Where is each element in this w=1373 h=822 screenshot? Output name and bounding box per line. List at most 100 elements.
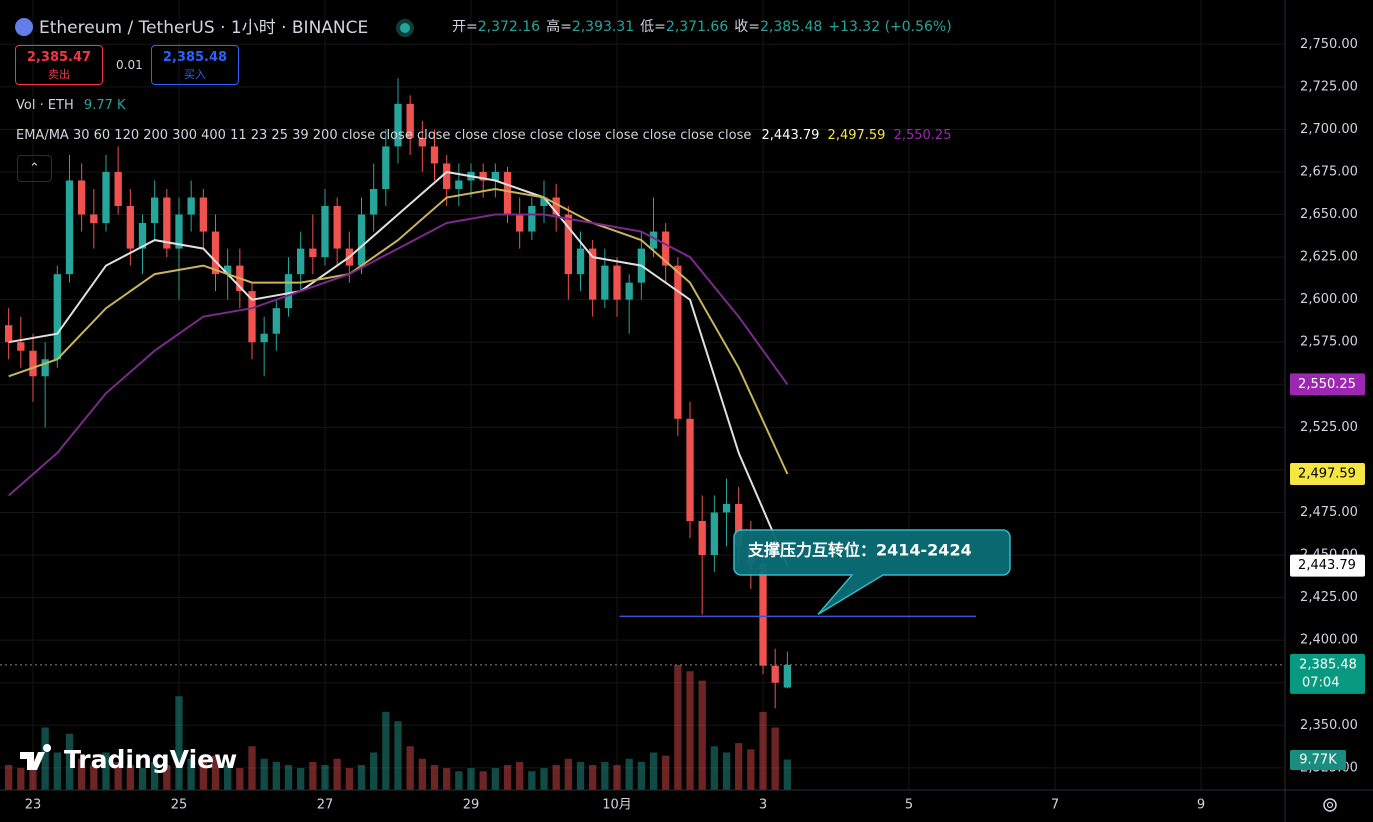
volume-bar xyxy=(491,768,499,790)
candle-body xyxy=(564,214,572,275)
volume-bar xyxy=(187,758,195,790)
candle-body xyxy=(29,350,37,377)
y-tick-label: 2,600.00 xyxy=(1300,292,1358,307)
candle-body xyxy=(613,265,621,300)
candle-body xyxy=(53,274,61,360)
candle-body xyxy=(382,146,390,189)
ohlc-value: 2,393.31 xyxy=(571,19,635,35)
candle-body xyxy=(175,214,183,249)
y-tick-label: 2,425.00 xyxy=(1300,590,1358,605)
symbol[interactable]: Ethereum / TetherUS · 1小时 · BINANCE xyxy=(39,18,369,38)
candle-body xyxy=(455,180,463,189)
sell-price: 2,385.47 xyxy=(26,50,92,65)
candle-body xyxy=(674,265,682,419)
volume-bar xyxy=(248,746,256,790)
volume-bar xyxy=(102,752,110,790)
ema-line xyxy=(8,170,789,566)
x-tick-label: 10月 xyxy=(602,798,632,813)
annotation-layer: 支撑压力互转位：2414-2424 xyxy=(619,529,1011,618)
price-badge-label: 2,385.48 xyxy=(1299,657,1357,672)
candle-body xyxy=(370,188,378,215)
volume-bar xyxy=(674,665,682,790)
volume-bar xyxy=(625,758,633,790)
ema-value: 2,497.59 xyxy=(827,128,886,143)
candle-body xyxy=(503,171,512,215)
settings-icon[interactable] xyxy=(1323,798,1337,812)
candle-body xyxy=(662,231,670,266)
volume-badge-bg xyxy=(1290,750,1346,770)
volume-bar xyxy=(735,743,743,790)
status-dot xyxy=(399,23,410,33)
volume-bar xyxy=(5,765,13,790)
collapse-button[interactable]: ⌃ xyxy=(17,155,52,182)
volume-bar xyxy=(236,768,244,790)
ohlc-label: 高= xyxy=(546,19,572,35)
volume-bar xyxy=(443,768,451,790)
candle-body xyxy=(163,197,171,249)
volume-bar xyxy=(564,758,572,790)
y-tick-label: 2,475.00 xyxy=(1300,505,1358,520)
y-tick-label: 2,650.00 xyxy=(1300,207,1358,222)
price-badge xyxy=(1290,554,1365,577)
indicator-label: EMA/MA 30 60 120 200 300 400 11 23 25 39… xyxy=(16,128,752,143)
ohlc-label: 收= xyxy=(734,19,760,35)
candle-body xyxy=(430,146,439,164)
x-tick-label: 29 xyxy=(463,798,480,813)
volume-bar xyxy=(65,733,74,790)
volume-bar xyxy=(479,771,487,790)
tradingview-logo: TradingView xyxy=(20,744,237,774)
countdown: 07:04 xyxy=(1302,675,1339,690)
volume-bar xyxy=(783,759,792,790)
price-badge xyxy=(1290,373,1365,396)
candle-layer xyxy=(5,78,792,709)
volume-bar xyxy=(78,758,86,790)
volume-bar xyxy=(467,768,475,790)
candle-body xyxy=(649,231,658,249)
y-tick-label: 2,725.00 xyxy=(1300,79,1358,94)
volume-bar xyxy=(576,761,585,790)
candle-body xyxy=(41,359,49,377)
y-tick-label: 2,750.00 xyxy=(1300,37,1358,52)
candle-body xyxy=(65,180,74,275)
y-tick-label: 2,700.00 xyxy=(1300,122,1358,137)
candle-body xyxy=(114,171,122,207)
volume-bar xyxy=(406,746,414,790)
volume-bar xyxy=(698,680,706,790)
callout-text: 支撑压力互转位：2414-2424 xyxy=(747,541,972,560)
buy-label: 买入 xyxy=(184,68,206,81)
candle-body xyxy=(576,248,585,275)
volume-bar xyxy=(382,711,390,790)
candle-body xyxy=(516,214,524,232)
sell-label: 卖出 xyxy=(48,68,70,81)
candle-body xyxy=(418,137,426,147)
volume-bar xyxy=(284,765,293,790)
candle-body xyxy=(771,665,779,683)
volume-bar xyxy=(260,758,268,790)
volume-bar xyxy=(297,768,305,790)
candle-body xyxy=(552,197,560,215)
volume-bar xyxy=(321,765,329,790)
sell-button[interactable]: 2,385.47 卖出 xyxy=(15,45,103,85)
volume-badge: 9.77K xyxy=(1299,753,1337,768)
buy-button[interactable]: 2,385.48 买入 xyxy=(151,45,239,85)
x-tick-label: 9 xyxy=(1197,798,1205,813)
candle-body xyxy=(309,248,317,258)
y-tick-label: 2,575.00 xyxy=(1300,335,1358,350)
candle-body xyxy=(102,171,110,224)
volume-bar xyxy=(175,696,183,790)
candle-body xyxy=(759,563,767,666)
volume-bar xyxy=(53,752,61,790)
candle-body xyxy=(443,163,451,189)
price-badge-label: 2,550.25 xyxy=(1298,377,1356,392)
callout xyxy=(733,529,1011,615)
volume-bar xyxy=(771,727,779,790)
volume-bar xyxy=(528,771,536,790)
volume-bar xyxy=(589,765,597,790)
candle-body xyxy=(589,248,597,300)
volume-bar xyxy=(163,765,171,790)
volume-bar xyxy=(710,746,719,790)
volume-legend: Vol · ETH 9.77 K xyxy=(16,98,126,113)
logo-text: TradingView xyxy=(64,745,237,774)
candle-body xyxy=(5,325,13,343)
